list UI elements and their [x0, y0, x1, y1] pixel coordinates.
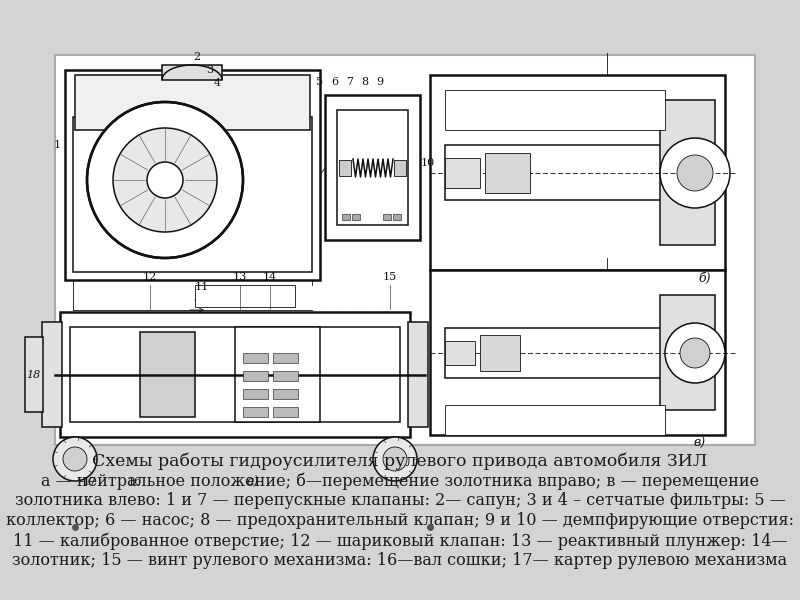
Bar — [65, 70, 320, 280]
Text: 10: 10 — [421, 158, 435, 168]
Bar — [445, 158, 480, 188]
Bar — [480, 335, 520, 371]
Bar — [408, 322, 428, 427]
Bar — [42, 322, 62, 427]
Bar — [325, 95, 420, 240]
Text: 5: 5 — [317, 77, 323, 87]
Bar — [445, 90, 665, 130]
Text: 7: 7 — [346, 77, 354, 87]
Bar — [430, 270, 725, 435]
Bar — [70, 327, 400, 422]
Bar — [60, 312, 410, 437]
Bar — [243, 407, 268, 417]
Text: 11: 11 — [195, 282, 209, 292]
Text: 16: 16 — [128, 477, 142, 487]
Text: золотник; 15 — винт рулевого механизма: 16—вал сошки; 17— картер рулевою механиз: золотник; 15 — винт рулевого механизма: … — [13, 552, 787, 569]
Bar — [60, 312, 410, 437]
Bar — [337, 110, 408, 225]
Circle shape — [147, 162, 183, 198]
Text: 12: 12 — [143, 272, 157, 282]
Bar — [273, 407, 298, 417]
Bar — [445, 405, 665, 435]
Bar — [383, 214, 391, 220]
Text: 1: 1 — [54, 140, 61, 150]
Circle shape — [87, 102, 243, 258]
Bar — [339, 160, 351, 176]
Bar — [273, 371, 298, 381]
Bar — [445, 328, 675, 378]
Circle shape — [665, 323, 725, 383]
Circle shape — [383, 447, 407, 471]
Bar — [660, 100, 715, 245]
Text: 9: 9 — [377, 77, 383, 87]
Text: 13: 13 — [233, 272, 247, 282]
Text: 3: 3 — [206, 65, 214, 75]
Bar — [325, 95, 420, 240]
Bar — [73, 125, 312, 272]
Bar — [243, 371, 268, 381]
Bar — [162, 65, 222, 80]
Circle shape — [53, 437, 97, 481]
Bar — [243, 353, 268, 363]
Bar — [195, 285, 295, 307]
Text: 17: 17 — [83, 477, 97, 487]
Bar — [25, 337, 43, 412]
Bar — [342, 214, 350, 220]
Bar — [75, 75, 310, 130]
Text: а): а) — [246, 475, 258, 488]
Text: 8: 8 — [362, 77, 369, 87]
Bar — [73, 117, 312, 272]
Bar — [140, 332, 195, 417]
Bar — [393, 214, 401, 220]
Bar — [394, 160, 406, 176]
Bar — [445, 145, 675, 200]
Text: 6: 6 — [331, 77, 338, 87]
Circle shape — [373, 437, 417, 481]
Bar — [430, 75, 725, 270]
Text: 15: 15 — [383, 272, 397, 282]
Bar — [485, 153, 530, 193]
Bar — [140, 332, 195, 417]
Bar — [235, 327, 320, 422]
Text: в): в) — [694, 437, 706, 450]
Text: Схемы работы гидроусилителя рулевого привода автомобиля ЗИЛ: Схемы работы гидроусилителя рулевого при… — [92, 452, 708, 469]
Bar — [408, 322, 428, 427]
Bar — [660, 295, 715, 410]
Text: а — нейтральное положение; б—перемещение золотника вправо; в — перемещение: а — нейтральное положение; б—перемещение… — [41, 472, 759, 490]
Bar — [55, 55, 755, 445]
Text: 14: 14 — [263, 272, 277, 282]
Text: коллектор; 6 — насос; 8 — предохранительный клапан; 9 и 10 — демпфирующие отверс: коллектор; 6 — насос; 8 — предохранитель… — [6, 512, 794, 529]
Text: 2: 2 — [194, 52, 201, 62]
Bar — [42, 322, 62, 427]
Bar — [352, 214, 360, 220]
Bar — [430, 75, 725, 270]
Circle shape — [680, 338, 710, 368]
Bar — [75, 75, 310, 130]
Bar — [660, 295, 715, 410]
Circle shape — [660, 138, 730, 208]
Bar — [430, 270, 725, 435]
Bar — [273, 389, 298, 399]
Text: б): б) — [698, 272, 711, 285]
Text: 11 — калиброванное отверстие; 12 — шариковый клапан: 13 — реактивный плунжер: 14: 11 — калиброванное отверстие; 12 — шарик… — [13, 532, 787, 550]
Bar — [65, 70, 320, 280]
Circle shape — [113, 128, 217, 232]
Text: 18: 18 — [26, 370, 40, 380]
Text: золотника влево: 1 и 7 — перепускные клапаны: 2— сапун; 3 и 4 – сетчатые фильтры: золотника влево: 1 и 7 — перепускные кла… — [14, 492, 786, 509]
Circle shape — [63, 447, 87, 471]
Bar — [660, 100, 715, 245]
Bar — [243, 389, 268, 399]
Bar — [445, 341, 475, 365]
Text: 4: 4 — [214, 78, 221, 88]
Bar — [273, 353, 298, 363]
Circle shape — [677, 155, 713, 191]
